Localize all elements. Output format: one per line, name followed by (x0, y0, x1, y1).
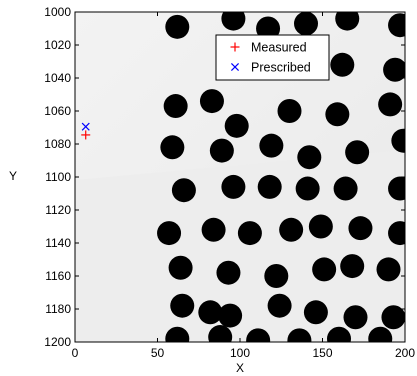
x-tick-label: 150 (312, 346, 332, 360)
background-dot (165, 326, 190, 342)
background-dot (201, 217, 226, 242)
background-dot (327, 326, 351, 342)
background-dot (325, 102, 350, 127)
background-dot (381, 305, 405, 330)
y-tick-label: 1040 (44, 71, 71, 85)
background-dot (157, 221, 182, 246)
background-dot (368, 326, 393, 342)
y-tick-label: 1100 (45, 170, 71, 184)
x-tick-label: 50 (151, 346, 165, 360)
background-dot (340, 254, 365, 279)
y-tick-label: 1160 (45, 269, 71, 283)
background-dot (165, 14, 190, 39)
background-dot (209, 138, 234, 163)
background-dot (303, 300, 328, 325)
background-dot (216, 260, 241, 285)
background-dot (160, 135, 185, 160)
background-dot (246, 328, 271, 342)
x-axis: 0 50 100 150 200 (72, 12, 415, 360)
background-dot (221, 174, 246, 199)
background-dot (198, 300, 223, 325)
background-dot (237, 221, 262, 246)
background-dot (267, 293, 292, 318)
background-dot (171, 178, 196, 203)
markers-layer (81, 122, 91, 140)
background-dot (221, 12, 246, 31)
background-dot (259, 133, 284, 158)
background-dot (308, 214, 333, 239)
legend-marker-1 (230, 62, 240, 72)
background-dot (391, 128, 405, 153)
legend-entry-label: Measured (251, 41, 307, 55)
background-dot (312, 257, 337, 282)
y-tick-label: 1140 (45, 236, 71, 250)
background-dot (378, 92, 403, 117)
background-dot (279, 217, 304, 242)
background-dot (330, 52, 355, 77)
measured-point (81, 130, 91, 140)
background-dot (348, 216, 373, 241)
background-dot (388, 13, 405, 38)
background-dot (170, 293, 195, 318)
background-dot (335, 12, 360, 31)
background-dot (333, 176, 358, 201)
background-dot (388, 176, 405, 201)
x-tick-label: 0 (72, 346, 79, 360)
background-dot (345, 140, 370, 165)
background-dot (343, 305, 368, 330)
prescribed-point (81, 122, 90, 131)
dots-layer (157, 12, 405, 342)
y-axis: 1000 1020 1040 1060 1080 1100 1120 1140 1160 1180… (44, 5, 405, 349)
y-tick-label: 1060 (44, 104, 71, 118)
background-dot (295, 176, 320, 201)
background-dot (294, 12, 318, 36)
legend-marker-0 (230, 42, 240, 52)
x-axis-label: X (236, 361, 244, 375)
x-tick-label: 100 (230, 346, 250, 360)
y-tick-label: 1000 (44, 5, 71, 19)
background-dot (264, 264, 289, 288)
background-dot (218, 303, 243, 328)
legend: Measured Prescribed (215, 34, 330, 81)
background-dot (277, 99, 302, 123)
background-dot (257, 174, 282, 199)
y-tick-label: 1080 (44, 137, 71, 151)
background-dot (383, 57, 405, 82)
background-dot (199, 89, 224, 114)
y-tick-label: 1200 (44, 335, 71, 349)
x-tick-label: 200 (395, 346, 415, 360)
background-dot (388, 221, 405, 246)
background-shading (75, 150, 405, 342)
y-axis-label: Y (9, 169, 17, 183)
y-tick-label: 1180 (45, 302, 71, 316)
background-dot (297, 145, 322, 170)
y-tick-label: 1020 (44, 38, 71, 52)
background-dot (208, 325, 233, 342)
background-dot (287, 328, 312, 342)
background-dot (224, 113, 249, 138)
background-dot (376, 257, 401, 282)
background-dot (168, 255, 193, 280)
y-tick-label: 1120 (45, 203, 71, 217)
legend-entry-label: Prescribed (251, 61, 311, 75)
background-dot (163, 94, 188, 119)
